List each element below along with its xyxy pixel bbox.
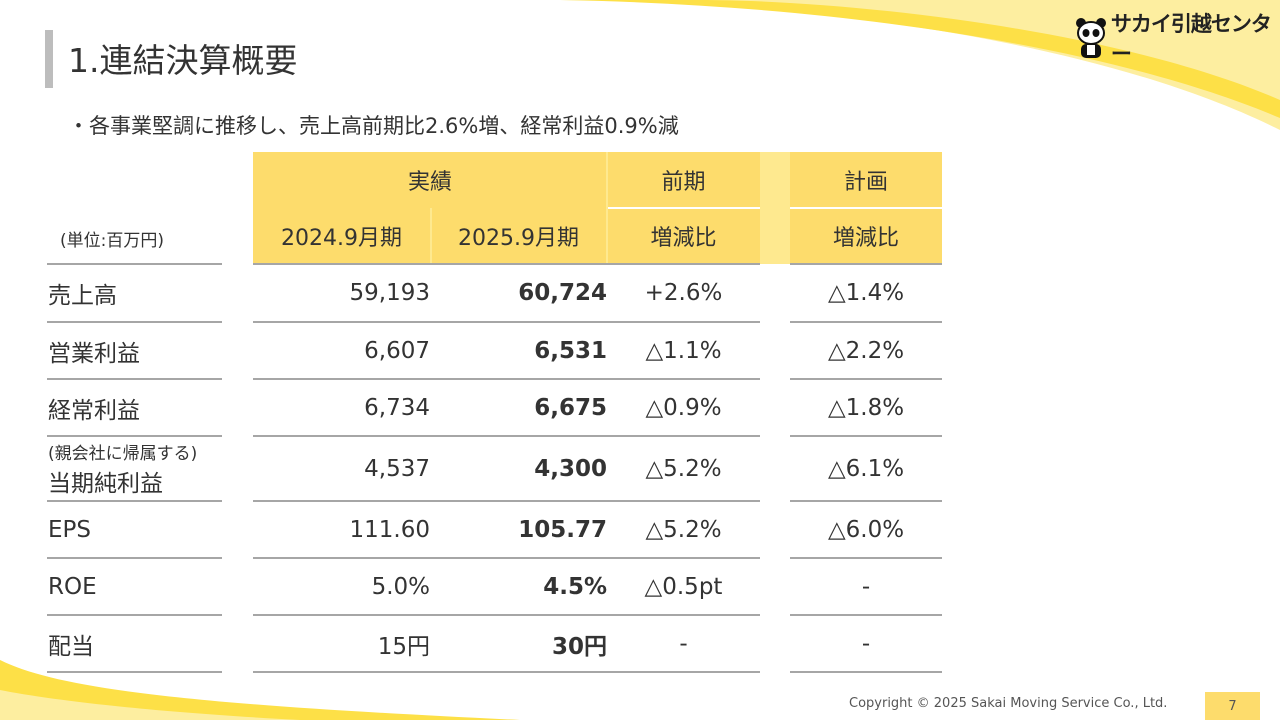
cell-plan: △1.8% [827, 394, 905, 421]
row-divider [790, 614, 942, 616]
header-gap [760, 152, 790, 264]
cell-plan: △6.1% [827, 455, 905, 482]
row-divider [790, 321, 942, 323]
row-divider [253, 321, 760, 323]
cell-2024: 6,607 [364, 337, 430, 364]
row-divider [790, 435, 942, 437]
cell-2025: 30円 [551, 633, 607, 660]
row-label: ROE [48, 573, 97, 600]
row-divider [253, 378, 760, 380]
row-label: 営業利益 [48, 340, 140, 367]
logo-text: サカイ引越センター [1110, 12, 1272, 66]
row-divider [253, 671, 760, 673]
row-divider [47, 321, 222, 323]
row-divider [253, 614, 760, 616]
row-label: 経常利益 [48, 397, 140, 424]
title-accent-bar [45, 30, 53, 88]
row-divider [790, 263, 942, 265]
cell-2025: 105.77 [518, 516, 607, 543]
row-label: 配当 [48, 633, 94, 660]
unit-label: (単位:百万円) [60, 231, 164, 251]
page-number: 7 [1205, 692, 1260, 720]
row-divider [253, 500, 760, 502]
row-label: EPS [48, 516, 92, 543]
row-divider [47, 263, 222, 265]
row-divider [790, 500, 942, 502]
cell-2025: 4,300 [534, 455, 607, 482]
cell-yoy: △1.1% [645, 337, 722, 364]
cell-2025: 6,675 [534, 394, 607, 421]
row-divider [253, 263, 760, 265]
row-divider [253, 557, 760, 559]
row-divider [47, 671, 222, 673]
row-divider [47, 614, 222, 616]
cell-yoy: △0.9% [645, 394, 722, 421]
row-label-text: 当期純利益 [48, 471, 163, 497]
company-logo: サカイ引越センター [1073, 8, 1280, 68]
cell-plan: △6.0% [827, 516, 905, 543]
header-actual: 実績 [253, 152, 607, 208]
header-previous: 前期 [607, 152, 760, 208]
row-divider [47, 557, 222, 559]
header-plan: 計画 [790, 152, 942, 208]
row-divider [47, 500, 222, 502]
row-divider [790, 671, 942, 673]
cell-2024: 4,537 [364, 455, 430, 482]
cell-2024: 6,734 [364, 394, 430, 421]
cell-yoy: +2.6% [644, 280, 723, 306]
cell-2025: 60,724 [518, 280, 607, 306]
cell-2025: 4.5% [543, 573, 607, 600]
header-plan-ratio: 増減比 [790, 208, 942, 264]
row-divider [253, 435, 760, 437]
header-2025: 2025.9月期 [430, 208, 607, 264]
cell-2025: 6,531 [534, 337, 607, 364]
cell-plan: - [861, 630, 871, 657]
cell-plan: △1.4% [827, 280, 905, 306]
cell-2024: 111.60 [349, 516, 430, 543]
cell-yoy: △5.2% [645, 516, 722, 543]
page-title: 1.連結決算概要 [68, 41, 298, 80]
cell-2024: 59,193 [349, 280, 430, 306]
cell-plan: - [861, 573, 871, 600]
row-label: 売上高 [48, 283, 117, 309]
cell-2024: 15円 [377, 633, 430, 660]
cell-plan: △2.2% [827, 337, 905, 364]
row-label: (親会社に帰属する) 当期純利益 [48, 436, 222, 501]
header-yoy: 増減比 [607, 208, 760, 264]
cell-yoy: △0.5pt [644, 573, 723, 600]
cell-2024: 5.0% [371, 573, 430, 600]
row-label-note: (親会社に帰属する) [48, 444, 198, 464]
row-divider [790, 557, 942, 559]
page-subtitle: ・各事業堅調に推移し、売上高前期比2.6%増、経常利益0.9%減 [68, 114, 679, 138]
copyright: Copyright © 2025 Sakai Moving Service Co… [849, 696, 1168, 711]
panda-icon [1076, 18, 1106, 58]
header-2024: 2024.9月期 [253, 208, 430, 264]
row-divider [47, 378, 222, 380]
row-divider [47, 435, 222, 437]
cell-yoy: △5.2% [645, 455, 722, 482]
row-divider [790, 378, 942, 380]
cell-yoy: - [679, 630, 688, 657]
